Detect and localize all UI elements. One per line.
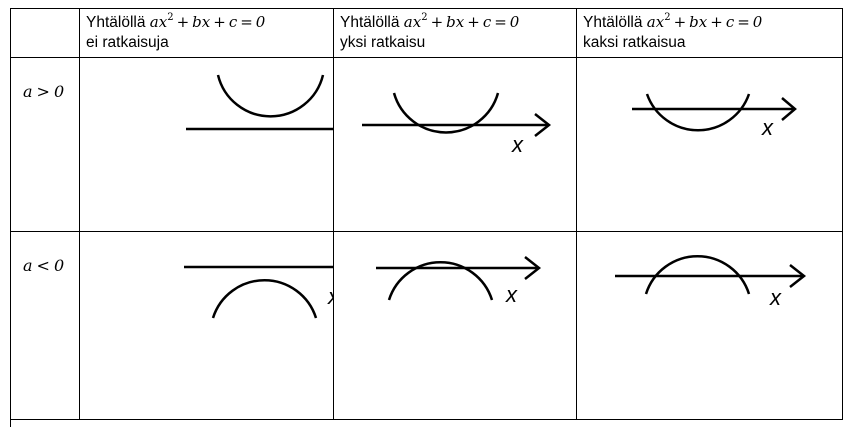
x-axis-label: x	[511, 132, 524, 157]
x-axis-label: x	[769, 285, 782, 310]
cell-positive-no-solutions: x	[79, 57, 334, 232]
parabola-diagram: x	[184, 265, 334, 319]
parabola-diagram: x	[362, 92, 552, 157]
cell-negative-no-solutions: x	[79, 231, 334, 420]
parabola-curve	[392, 92, 500, 134]
cell-negative-two-solutions: x	[576, 231, 843, 420]
parabola-curve	[387, 261, 494, 301]
cell-positive-two-solutions: x	[576, 57, 843, 232]
row-label-a-positive: a >0	[10, 57, 80, 232]
header-prefix: Yhtälöllä	[340, 14, 400, 31]
cell-positive-one-solution: x	[333, 57, 577, 232]
header-equation: ax2 + bx + c = 0	[403, 12, 520, 32]
corner-cell	[10, 8, 80, 58]
x-axis-label: x	[761, 115, 774, 140]
x-axis-label: x	[327, 284, 334, 309]
table-border-stub	[10, 419, 11, 427]
parabola-curve	[645, 93, 751, 132]
cell-negative-one-solution: x	[333, 231, 577, 420]
header-column-label: ei ratkaisuja	[86, 34, 169, 51]
header-no-solutions: Yhtälöllä ax2 + bx + c = 0 ei ratkaisuja	[79, 8, 334, 58]
header-one-solution: Yhtälöllä ax2 + bx + c = 0 yksi ratkaisu	[333, 8, 577, 58]
parabola-diagram: x	[615, 255, 807, 310]
header-equation: ax2 + bx + c = 0	[149, 12, 266, 32]
header-column-label: kaksi ratkaisua	[583, 34, 686, 51]
header-prefix: Yhtälöllä	[583, 14, 643, 31]
header-column-label: yksi ratkaisu	[340, 34, 426, 51]
parabola-curve	[644, 255, 751, 295]
arrowhead	[781, 97, 797, 121]
roots-table: Yhtälöllä ax2 + bx + c = 0 ei ratkaisuja Yhtäl…	[10, 8, 843, 420]
header-two-solutions: Yhtälöllä ax2 + bx + c = 0 kaksi ratkaisua	[576, 8, 843, 58]
arrowhead	[524, 256, 542, 280]
row-label-a-negative: a <0	[10, 231, 80, 420]
parabola-diagram: x	[186, 74, 334, 131]
parabola-diagram: x	[632, 93, 797, 140]
parabola-diagram: x	[376, 256, 542, 307]
header-prefix: Yhtälöllä	[86, 14, 146, 31]
x-axis-label: x	[505, 282, 518, 307]
arrowhead	[534, 113, 552, 137]
parabola-curve	[211, 279, 318, 319]
arrowhead	[789, 264, 807, 288]
parabola-curve	[216, 74, 325, 118]
header-equation: ax2 + bx + c = 0	[646, 12, 763, 32]
